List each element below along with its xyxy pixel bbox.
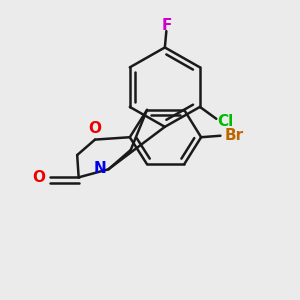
Text: F: F xyxy=(161,18,172,33)
Text: O: O xyxy=(33,170,46,185)
Text: O: O xyxy=(88,121,101,136)
Text: N: N xyxy=(94,161,106,176)
Text: Br: Br xyxy=(224,128,243,143)
Text: Cl: Cl xyxy=(217,114,233,129)
